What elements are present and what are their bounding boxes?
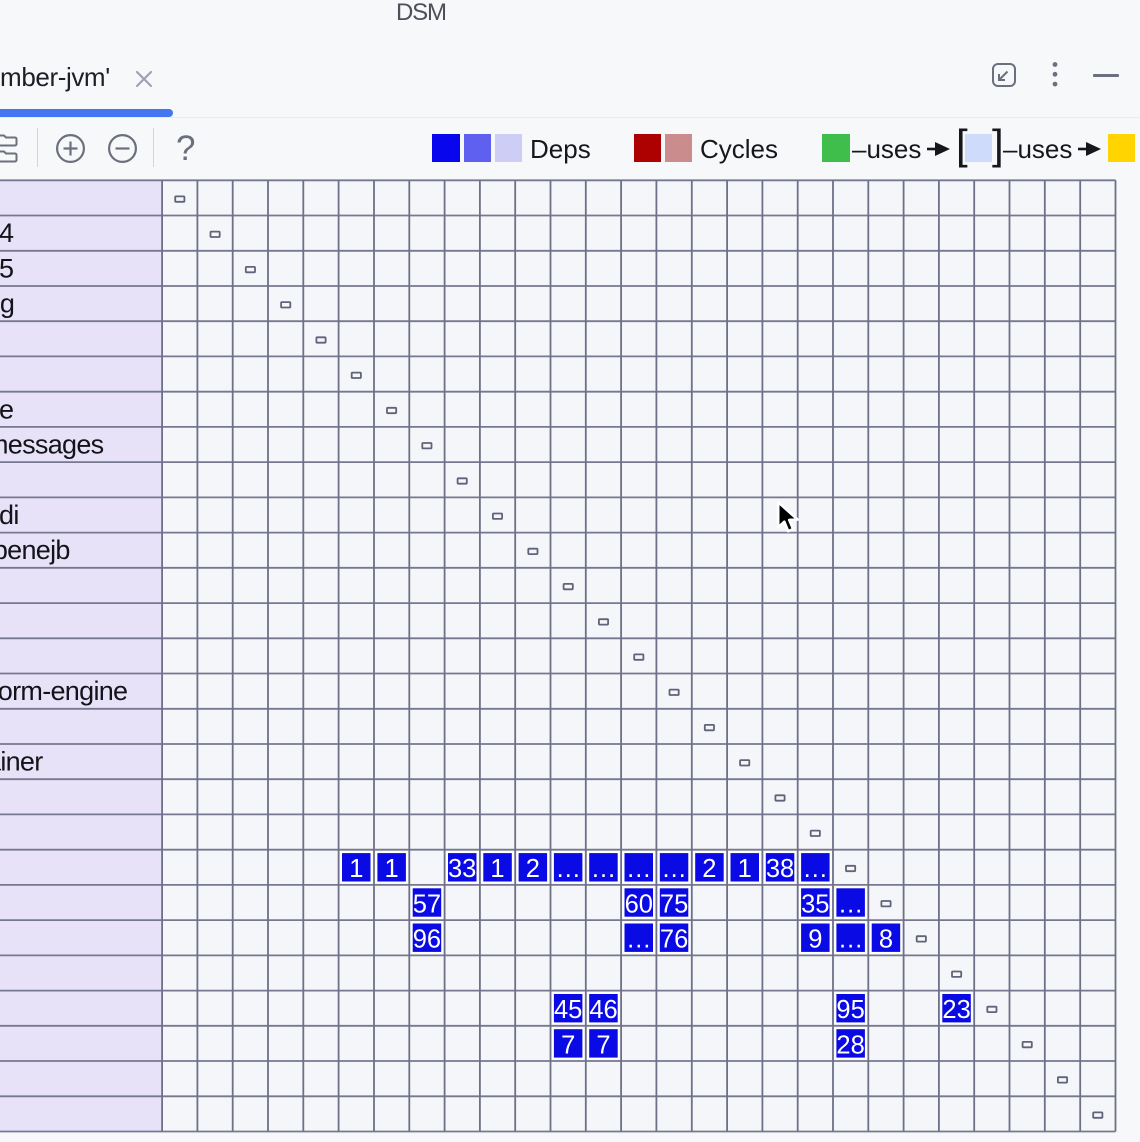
svg-text:1: 1 xyxy=(738,855,752,883)
svg-text:openejb: openejb xyxy=(0,535,70,565)
svg-text:…: … xyxy=(838,890,864,918)
svg-text:…: … xyxy=(626,926,652,954)
svg-text:e: e xyxy=(0,394,13,424)
svg-text:messages: messages xyxy=(0,430,104,460)
svg-text:…: … xyxy=(591,855,617,883)
svg-text:60: 60 xyxy=(625,890,653,918)
svg-text:38: 38 xyxy=(766,855,794,883)
svg-text:ainer: ainer xyxy=(0,747,43,777)
svg-text:2: 2 xyxy=(526,855,540,883)
svg-text:…: … xyxy=(555,855,581,883)
svg-text:1: 1 xyxy=(349,855,363,883)
svg-text:57: 57 xyxy=(413,890,441,918)
svg-text:4: 4 xyxy=(0,218,14,248)
svg-text:di: di xyxy=(0,500,19,530)
svg-text:…: … xyxy=(803,855,829,883)
svg-text:76: 76 xyxy=(660,926,688,954)
svg-text:form-engine: form-engine xyxy=(0,676,127,706)
svg-text:7: 7 xyxy=(561,1031,575,1059)
svg-text:…: … xyxy=(626,855,652,883)
svg-text:9: 9 xyxy=(808,926,822,954)
svg-text:7: 7 xyxy=(596,1031,610,1059)
svg-text:5: 5 xyxy=(0,253,13,283)
svg-text:2: 2 xyxy=(702,855,716,883)
svg-text:45: 45 xyxy=(554,996,582,1024)
svg-text:ng: ng xyxy=(0,289,14,319)
svg-text:75: 75 xyxy=(660,890,688,918)
svg-text:95: 95 xyxy=(836,996,864,1024)
svg-text:35: 35 xyxy=(801,890,829,918)
svg-text:8: 8 xyxy=(879,926,893,954)
svg-text:…: … xyxy=(661,855,687,883)
svg-text:1: 1 xyxy=(385,855,399,883)
svg-text:46: 46 xyxy=(589,996,617,1024)
svg-text:33: 33 xyxy=(448,855,476,883)
svg-text:…: … xyxy=(838,926,864,954)
svg-text:28: 28 xyxy=(836,1031,864,1059)
svg-text:23: 23 xyxy=(942,996,970,1024)
svg-text:96: 96 xyxy=(413,926,441,954)
svg-text:1: 1 xyxy=(490,855,504,883)
